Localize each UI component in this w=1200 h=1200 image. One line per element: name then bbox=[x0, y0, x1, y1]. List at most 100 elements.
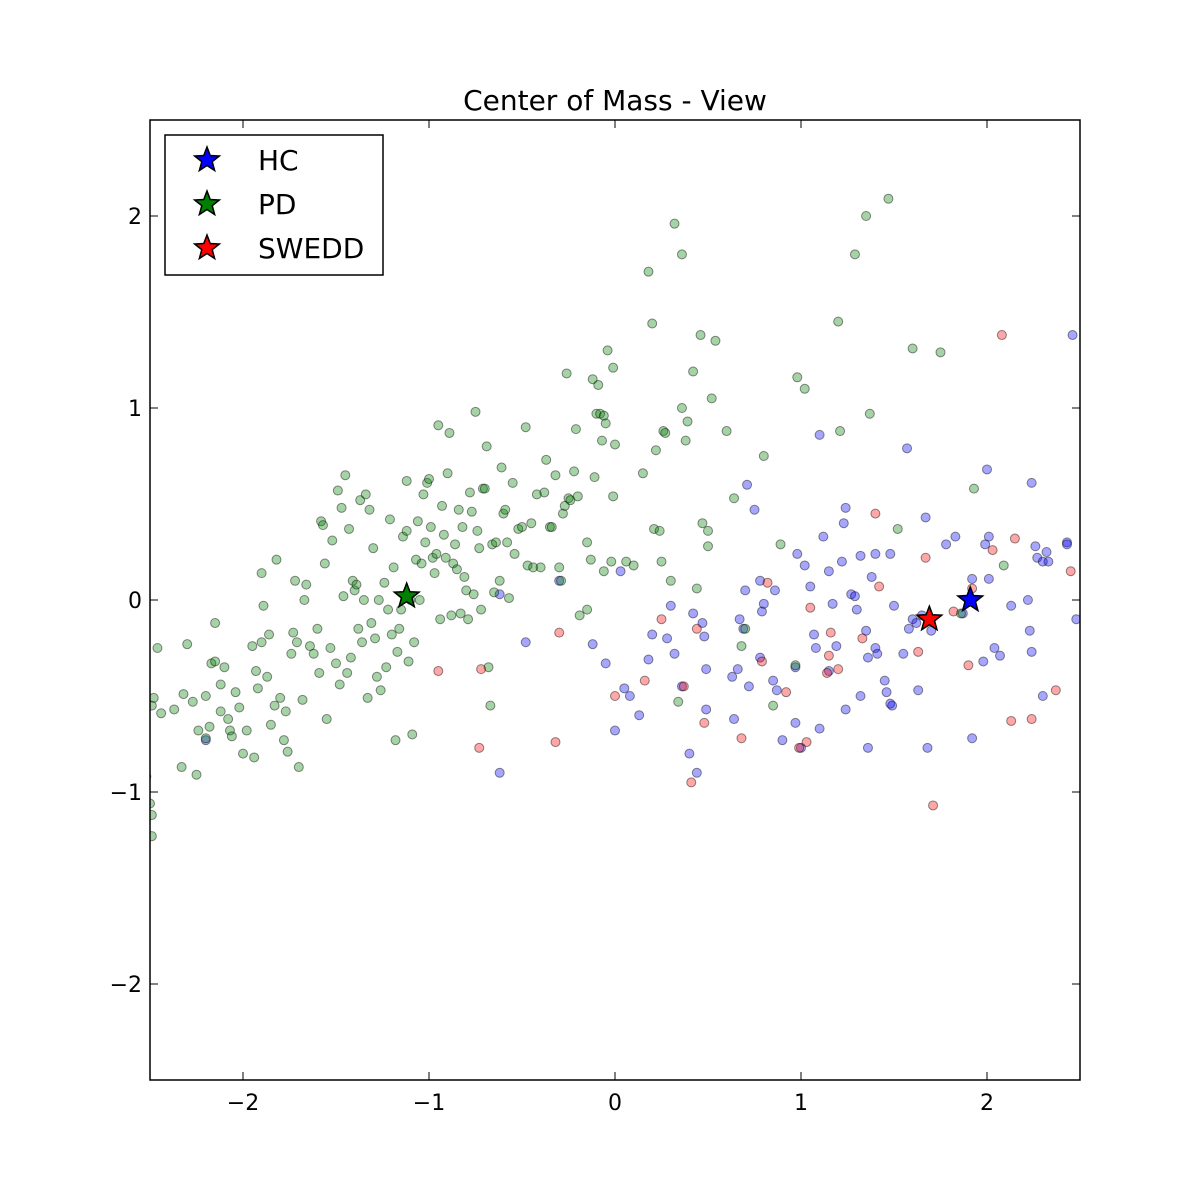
point-hc bbox=[520, 637, 531, 648]
point-pd bbox=[628, 560, 639, 571]
point-hc bbox=[669, 648, 680, 659]
point-hc bbox=[851, 604, 862, 615]
point-pd bbox=[431, 548, 442, 559]
point-hc bbox=[846, 589, 857, 600]
point-pd bbox=[200, 691, 211, 701]
point-pd bbox=[582, 537, 593, 548]
point-pd bbox=[561, 368, 572, 379]
point-pd bbox=[835, 426, 846, 437]
point-swedd bbox=[736, 733, 747, 744]
point-hc bbox=[1041, 547, 1052, 557]
point-hc bbox=[1067, 330, 1078, 341]
point-swedd bbox=[987, 545, 998, 556]
series-hc bbox=[200, 330, 1080, 778]
point-hc bbox=[823, 666, 834, 677]
point-hc bbox=[691, 767, 702, 778]
ticks-layer: −2 −1 0 1 2 −2 −1 0 1 2 bbox=[110, 120, 1080, 1116]
point-hc bbox=[734, 614, 745, 625]
point-pd bbox=[150, 692, 159, 703]
point-hc bbox=[983, 573, 994, 584]
point-pd bbox=[489, 587, 500, 598]
point-hc bbox=[989, 643, 1000, 653]
point-pd bbox=[410, 554, 421, 565]
point-pd bbox=[360, 489, 371, 500]
point-hc bbox=[983, 531, 994, 542]
point-pd bbox=[340, 470, 351, 481]
point-swedd bbox=[686, 777, 697, 788]
point-hc bbox=[619, 683, 630, 694]
point-pd bbox=[907, 343, 918, 354]
point-swedd bbox=[699, 717, 710, 728]
point-hc bbox=[814, 429, 825, 440]
point-pd bbox=[358, 595, 369, 605]
point-swedd bbox=[656, 614, 667, 625]
point-pd bbox=[531, 489, 542, 500]
point-pd bbox=[293, 762, 304, 773]
point-pd bbox=[150, 798, 155, 809]
point-pd bbox=[450, 539, 461, 550]
point-pd bbox=[463, 614, 474, 625]
point-pd bbox=[669, 218, 680, 229]
point-hc bbox=[818, 531, 829, 542]
point-hc bbox=[1037, 691, 1048, 701]
y-tick-label: 1 bbox=[128, 397, 142, 422]
point-hc bbox=[827, 598, 838, 609]
point-pd bbox=[736, 641, 747, 652]
point-hc bbox=[790, 717, 801, 728]
point-swedd bbox=[825, 627, 836, 638]
point-pd bbox=[656, 556, 667, 567]
legend-label-pd: PD bbox=[258, 188, 296, 221]
legend-star-hc bbox=[192, 144, 222, 173]
point-pd bbox=[308, 648, 319, 659]
point-hc bbox=[743, 681, 754, 692]
point-pd bbox=[643, 266, 654, 277]
point-hc bbox=[699, 631, 710, 642]
point-pd bbox=[224, 725, 235, 736]
point-swedd bbox=[996, 330, 1007, 341]
point-swedd bbox=[756, 656, 767, 667]
point-pd bbox=[304, 641, 315, 652]
point-pd bbox=[606, 556, 617, 567]
point-pd bbox=[968, 483, 979, 494]
point-pd bbox=[383, 604, 394, 615]
point-hc bbox=[1024, 625, 1035, 636]
point-hc bbox=[913, 685, 924, 696]
point-pd bbox=[152, 643, 163, 653]
point-pd bbox=[425, 522, 436, 533]
point-pd bbox=[792, 372, 803, 383]
point-swedd bbox=[833, 664, 844, 675]
point-pd bbox=[563, 493, 574, 504]
point-pd bbox=[483, 662, 494, 673]
point-pd bbox=[676, 403, 687, 413]
point-pd bbox=[595, 408, 606, 419]
point-hc bbox=[777, 735, 788, 746]
point-pd bbox=[600, 418, 611, 429]
point-pd bbox=[472, 525, 483, 536]
point-swedd bbox=[822, 667, 833, 678]
point-hc bbox=[1071, 614, 1080, 625]
point-hc bbox=[701, 704, 712, 715]
point-pd bbox=[498, 508, 509, 519]
point-pd bbox=[658, 426, 669, 437]
point-pd bbox=[210, 618, 221, 629]
point-pd bbox=[238, 748, 248, 759]
point-pd bbox=[598, 566, 609, 577]
point-hc bbox=[870, 548, 881, 559]
point-pd bbox=[234, 702, 245, 713]
point-pd bbox=[883, 193, 894, 204]
point-pd bbox=[688, 366, 699, 377]
point-pd bbox=[390, 735, 401, 746]
point-pd bbox=[325, 643, 336, 653]
point-pd bbox=[496, 462, 507, 473]
point-pd bbox=[474, 543, 485, 554]
point-pd bbox=[541, 454, 552, 465]
center-star-hc bbox=[955, 584, 985, 613]
point-hc bbox=[697, 618, 708, 629]
point-pd bbox=[334, 679, 345, 690]
point-pd bbox=[427, 552, 438, 563]
point-pd bbox=[327, 535, 338, 546]
point-pd bbox=[528, 562, 539, 573]
point-pd bbox=[351, 579, 362, 590]
point-pd bbox=[647, 318, 658, 329]
point-pd bbox=[758, 451, 769, 461]
